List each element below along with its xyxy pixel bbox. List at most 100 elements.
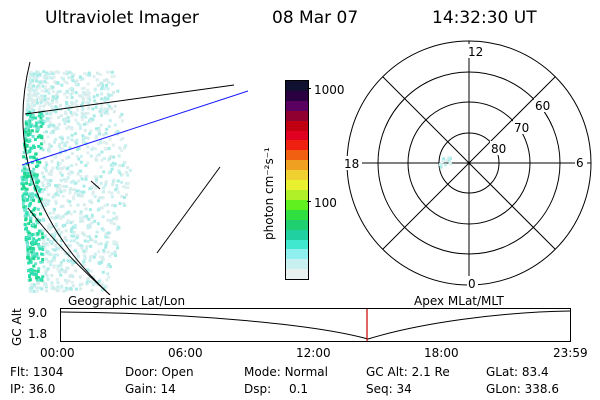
emission-pixel xyxy=(83,257,87,261)
emission-pixel xyxy=(47,142,51,146)
emission-pixel xyxy=(44,169,48,173)
emission-pixel xyxy=(44,161,48,165)
emission-pixel xyxy=(87,217,91,221)
emission-pixel xyxy=(68,146,72,150)
emission-pixel xyxy=(47,193,51,197)
emission-pixel xyxy=(74,269,78,273)
emission-pixel xyxy=(99,242,103,246)
emission-pixel xyxy=(53,216,57,220)
emission-pixel xyxy=(77,193,80,197)
colorbar-segment xyxy=(286,160,308,171)
emission-pixel xyxy=(58,269,62,273)
emission-pixel xyxy=(74,287,78,291)
emission-pixel xyxy=(47,87,51,91)
emission-pixel xyxy=(23,169,27,173)
emission-pixel xyxy=(86,268,90,272)
emission-pixel xyxy=(91,118,95,122)
emission-pixel xyxy=(35,181,39,185)
emission-pixel xyxy=(98,262,102,266)
emission-pixel xyxy=(32,144,35,148)
emission-pixel xyxy=(53,287,57,291)
polar-mlt-plot: 12 6 0 18 60 70 80 xyxy=(343,40,592,291)
aurora-emission-pixels xyxy=(20,70,132,293)
emission-pixel xyxy=(35,276,38,280)
emission-pixel xyxy=(124,170,128,174)
emission-pixel xyxy=(52,256,56,259)
emission-pixel xyxy=(84,111,88,115)
colorbar-segment xyxy=(286,229,308,240)
emission-pixel xyxy=(97,199,100,203)
emission-pixel xyxy=(28,258,32,262)
emission-pixel xyxy=(24,130,28,134)
emission-pixel xyxy=(41,148,45,152)
emission-pixel xyxy=(60,268,64,272)
emission-pixel xyxy=(60,141,64,145)
colorbar-segment xyxy=(286,130,308,141)
emission-pixel xyxy=(32,198,36,202)
emission-pixel xyxy=(82,253,86,257)
emission-pixel xyxy=(77,157,81,161)
emission-pixel xyxy=(35,239,38,243)
emission-pixel xyxy=(81,219,85,223)
emission-pixel xyxy=(34,124,38,128)
emission-pixel xyxy=(46,267,50,271)
emission-pixel xyxy=(74,181,78,185)
emission-pixel xyxy=(43,234,47,238)
emission-pixel xyxy=(41,114,45,118)
emission-pixel xyxy=(110,191,114,195)
emission-pixel xyxy=(85,282,89,286)
emission-pixel xyxy=(115,240,119,244)
emission-pixel xyxy=(63,236,67,239)
emission-pixel xyxy=(46,179,50,183)
emission-pixel xyxy=(88,98,92,102)
emission-pixel xyxy=(32,103,36,107)
emission-pixel xyxy=(61,204,65,208)
emission-pixel xyxy=(109,107,113,110)
emission-pixel xyxy=(55,100,59,104)
emission-pixel xyxy=(45,199,49,203)
altitude-curve xyxy=(60,310,571,340)
colorbar-segment xyxy=(286,120,308,131)
emission-pixel xyxy=(35,195,39,199)
status-flight: Flt: 1304 xyxy=(10,365,64,379)
emission-pixel xyxy=(52,211,56,215)
emission-pixel xyxy=(30,93,34,97)
emission-pixel xyxy=(36,135,40,139)
emission-pixel xyxy=(104,146,107,150)
emission-pixel xyxy=(73,249,77,253)
emission-pixel xyxy=(70,234,74,238)
emission-pixel xyxy=(45,186,49,189)
emission-pixel xyxy=(29,113,33,117)
mlt-label-12: 12 xyxy=(468,45,483,59)
emission-pixel xyxy=(101,196,105,200)
emission-pixel xyxy=(80,244,84,248)
emission-pixel xyxy=(84,175,88,179)
emission-pixel xyxy=(32,89,36,92)
emission-pixel xyxy=(69,286,73,290)
emission-pixel xyxy=(90,184,94,188)
emission-pixel xyxy=(49,76,53,80)
emission-pixel xyxy=(25,143,29,147)
emission-pixel xyxy=(54,138,58,141)
emission-pixel xyxy=(102,186,106,190)
emission-pixel xyxy=(75,79,79,83)
emission-pixel xyxy=(94,136,98,140)
emission-pixel xyxy=(31,195,35,199)
emission-pixel xyxy=(29,268,33,271)
emission-pixel xyxy=(60,215,63,219)
emission-pixel xyxy=(63,122,67,126)
emission-pixel xyxy=(91,283,95,287)
emission-pixel xyxy=(35,101,39,105)
emission-pixel xyxy=(101,228,105,232)
emission-pixel xyxy=(123,196,126,199)
status-gc-alt: GC Alt: 2.1 Re xyxy=(366,365,450,379)
emission-pixel xyxy=(106,250,110,254)
emission-pixel xyxy=(43,178,47,181)
emission-pixel xyxy=(50,274,54,277)
emission-pixel xyxy=(28,118,32,122)
emission-pixel xyxy=(24,206,28,210)
emission-pixel xyxy=(56,281,60,285)
emission-pixel xyxy=(40,111,44,115)
emission-pixel xyxy=(33,206,37,210)
emission-pixel xyxy=(85,280,89,284)
